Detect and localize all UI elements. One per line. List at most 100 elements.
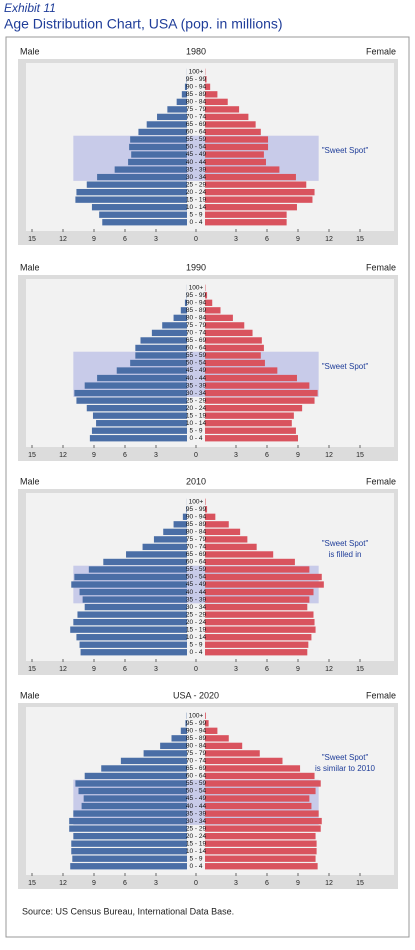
bar-female bbox=[205, 315, 233, 321]
bar-male bbox=[144, 750, 187, 756]
sweet-spot-label: "Sweet Spot" bbox=[322, 362, 369, 371]
bar-male bbox=[87, 181, 187, 187]
x-tick-label: 6 bbox=[123, 666, 127, 673]
age-label: 100+ bbox=[189, 712, 204, 719]
bar-male bbox=[75, 197, 187, 203]
age-label: 5 - 9 bbox=[189, 427, 202, 434]
x-tick-label: 15 bbox=[28, 452, 36, 459]
x-tick-label: 6 bbox=[123, 452, 127, 459]
bar-male bbox=[83, 596, 187, 602]
bar-male bbox=[163, 529, 187, 535]
bar-male bbox=[70, 863, 187, 869]
x-tick-label: 3 bbox=[234, 452, 238, 459]
age-label: 15 - 19 bbox=[186, 626, 207, 633]
age-label: 65 - 69 bbox=[186, 765, 207, 772]
bar-male bbox=[79, 788, 188, 794]
bar-female bbox=[205, 106, 239, 112]
bar-male bbox=[80, 642, 187, 648]
x-tick-label: 15 bbox=[356, 666, 364, 673]
sweet-spot-label: is similar to 2010 bbox=[315, 764, 376, 773]
series-label: Male bbox=[20, 46, 40, 56]
bar-female bbox=[205, 181, 306, 187]
bar-female bbox=[205, 219, 287, 225]
bar-female bbox=[205, 352, 261, 358]
bar-male bbox=[135, 352, 187, 358]
x-tick-label: 12 bbox=[59, 452, 67, 459]
series-label: Male bbox=[20, 262, 40, 272]
bar-female bbox=[205, 833, 316, 839]
bar-male bbox=[152, 330, 187, 336]
bar-female bbox=[205, 121, 256, 127]
bar-female bbox=[205, 189, 315, 195]
age-label: 40 - 44 bbox=[186, 589, 207, 596]
x-tick-label: 12 bbox=[325, 880, 333, 887]
bar-male bbox=[71, 848, 187, 854]
x-tick-label: 3 bbox=[234, 666, 238, 673]
x-tick-label: 15 bbox=[28, 236, 36, 243]
series-label: Female bbox=[366, 476, 396, 486]
bar-male bbox=[75, 780, 187, 786]
age-label: 45 - 49 bbox=[186, 581, 207, 588]
age-label: 90 - 94 bbox=[186, 300, 207, 307]
x-tick-label: 0 bbox=[194, 236, 198, 243]
bar-female bbox=[205, 728, 217, 734]
series-label: Female bbox=[366, 46, 396, 56]
bar-male bbox=[138, 129, 187, 135]
bar-male bbox=[74, 390, 187, 396]
x-tick-label: 15 bbox=[356, 236, 364, 243]
bar-female bbox=[205, 627, 316, 633]
bar-male bbox=[77, 611, 187, 617]
age-label: 55 - 59 bbox=[186, 136, 207, 143]
bar-male bbox=[128, 159, 187, 165]
series-label: Female bbox=[366, 690, 396, 700]
bar-male bbox=[103, 559, 187, 565]
bar-male bbox=[147, 121, 187, 127]
x-tick-label: 12 bbox=[325, 666, 333, 673]
bar-female bbox=[205, 848, 317, 854]
bar-male bbox=[135, 345, 187, 351]
bar-male bbox=[121, 758, 187, 764]
bar-male bbox=[129, 144, 187, 150]
age-label: 50 - 54 bbox=[186, 144, 207, 151]
x-tick-label: 3 bbox=[154, 236, 158, 243]
bar-male bbox=[72, 856, 187, 862]
bar-male bbox=[82, 803, 187, 809]
x-tick-label: 9 bbox=[296, 452, 300, 459]
bar-female bbox=[205, 405, 302, 411]
bar-female bbox=[205, 129, 261, 135]
age-label: 35 - 39 bbox=[186, 596, 207, 603]
bar-male bbox=[69, 825, 187, 831]
age-label: 65 - 69 bbox=[186, 121, 207, 128]
panel-title: 1990 bbox=[186, 262, 206, 272]
bar-female bbox=[205, 413, 294, 419]
x-tick-label: 12 bbox=[59, 236, 67, 243]
x-tick-label: 6 bbox=[265, 666, 269, 673]
bar-male bbox=[73, 810, 187, 816]
bar-female bbox=[205, 428, 296, 434]
x-tick-label: 3 bbox=[154, 666, 158, 673]
x-tick-label: 6 bbox=[265, 452, 269, 459]
bar-male bbox=[92, 204, 187, 210]
age-label: 95 - 99 bbox=[186, 292, 207, 299]
x-tick-label: 15 bbox=[28, 666, 36, 673]
bar-male bbox=[71, 581, 187, 587]
bar-female bbox=[205, 634, 311, 640]
age-label: 0 - 4 bbox=[189, 649, 202, 656]
bar-male bbox=[141, 337, 188, 343]
bar-female bbox=[205, 382, 309, 388]
x-tick-label: 6 bbox=[265, 880, 269, 887]
age-label: 30 - 34 bbox=[186, 818, 207, 825]
bar-male bbox=[73, 833, 187, 839]
bar-male bbox=[172, 735, 188, 741]
bar-female bbox=[205, 825, 321, 831]
bar-female bbox=[205, 514, 215, 520]
age-label: 0 - 4 bbox=[189, 863, 202, 870]
bar-female bbox=[205, 611, 314, 617]
age-label: 60 - 64 bbox=[186, 129, 207, 136]
bar-male bbox=[76, 189, 187, 195]
bar-female bbox=[205, 136, 268, 142]
x-tick-label: 3 bbox=[234, 236, 238, 243]
x-tick-label: 15 bbox=[356, 880, 364, 887]
bar-male bbox=[92, 428, 187, 434]
bar-female bbox=[205, 337, 262, 343]
